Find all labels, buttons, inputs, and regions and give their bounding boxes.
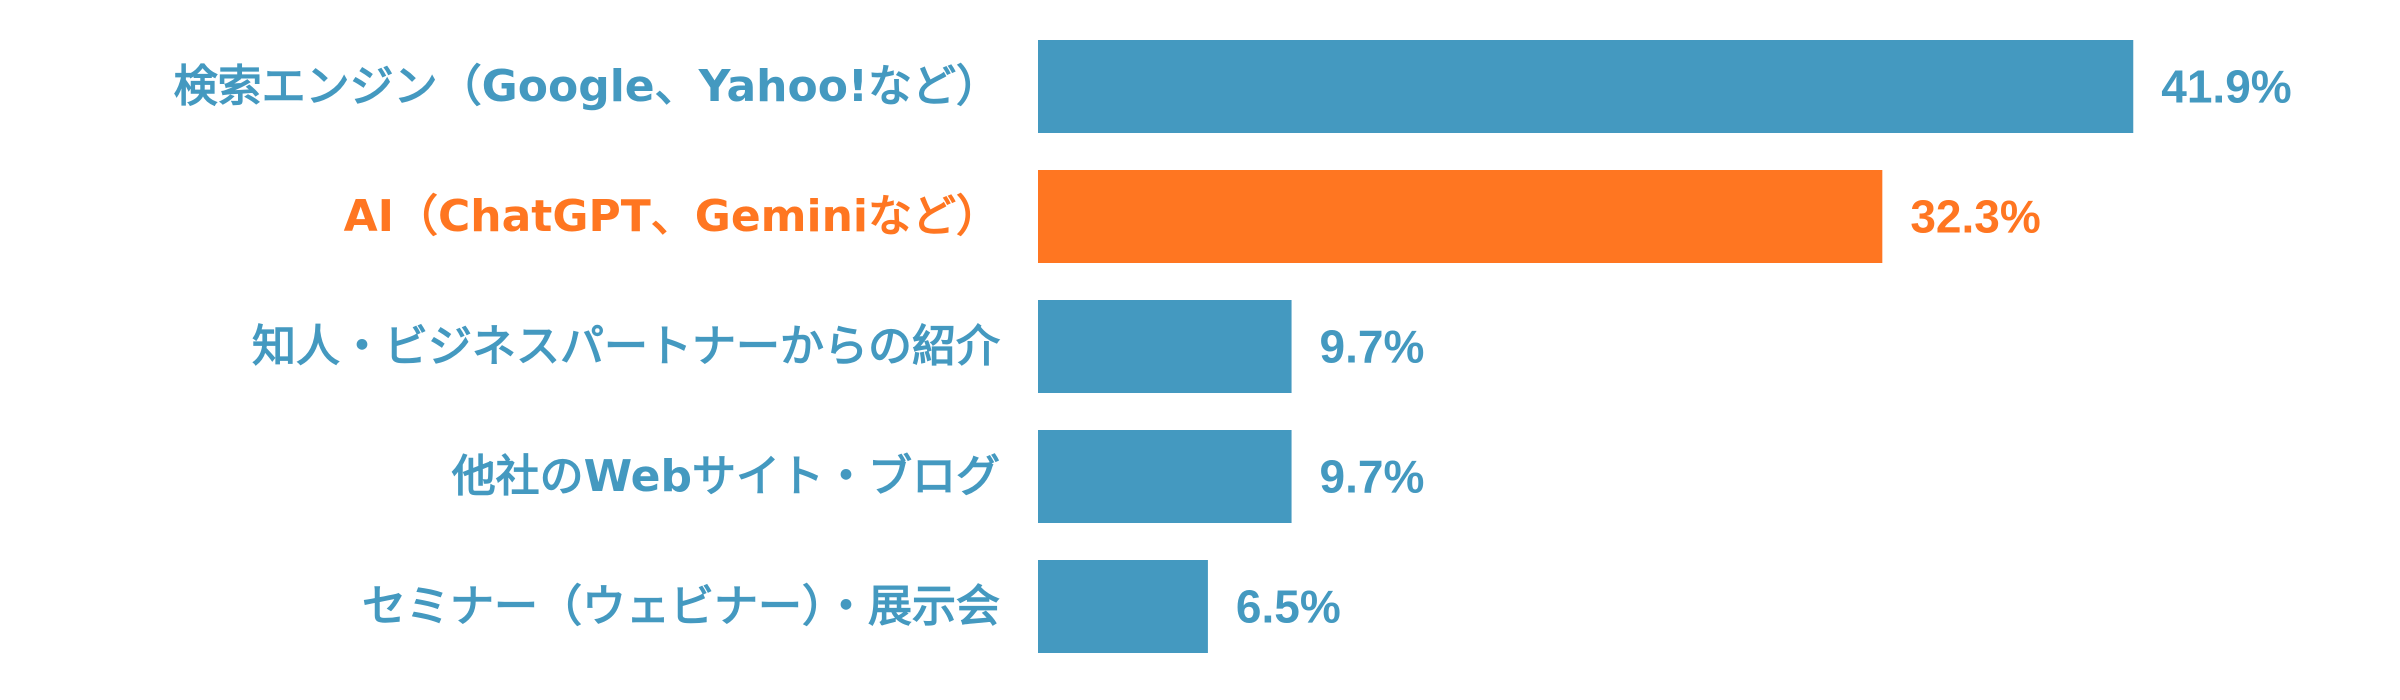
value-label: 41.9% (2161, 61, 2291, 113)
bar (1038, 300, 1292, 393)
category-label: セミナー（ウェビナー）・展示会 (362, 581, 1000, 632)
value-label: 9.7% (1320, 321, 1425, 373)
bar (1038, 40, 2134, 133)
category-label: 他社のWebサイト・ブログ (451, 451, 1000, 502)
bar (1038, 560, 1208, 653)
category-label: 検索エンジン（Google、Yahoo!など） (174, 61, 1000, 112)
category-label: AI（ChatGPT、Geminiなど） (344, 191, 1000, 242)
bar (1038, 170, 1883, 263)
category-label: 知人・ビジネスパートナーからの紹介 (252, 321, 1001, 372)
value-label: 32.3% (1910, 191, 2040, 243)
value-label: 6.5% (1236, 581, 1341, 633)
bar (1038, 430, 1292, 523)
value-label: 9.7% (1320, 451, 1425, 503)
